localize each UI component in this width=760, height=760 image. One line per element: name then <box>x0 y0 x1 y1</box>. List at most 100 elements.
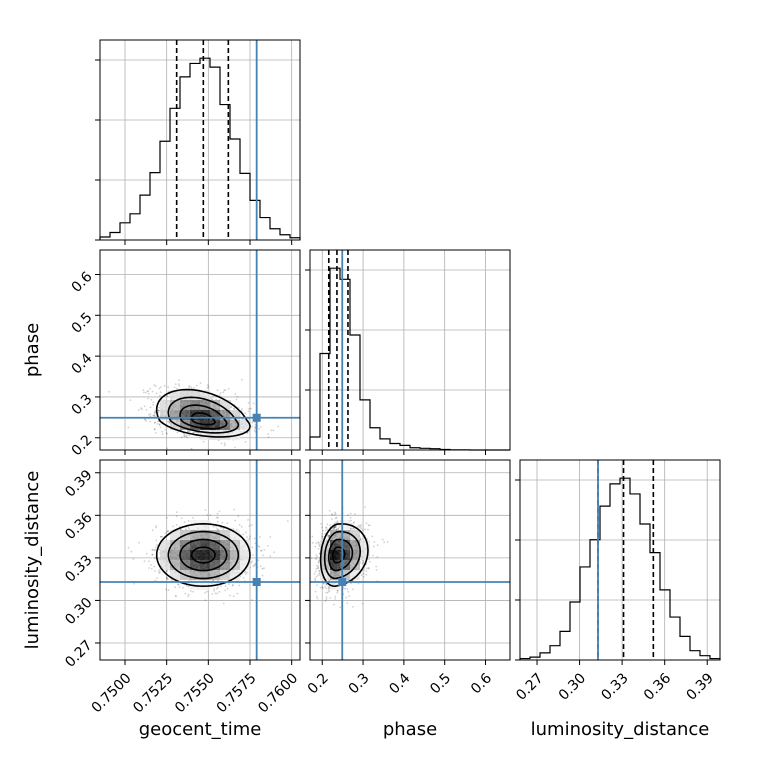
sample-point <box>234 446 237 449</box>
sample-point <box>330 513 333 515</box>
sample-point <box>351 606 354 608</box>
sample-point <box>207 386 210 388</box>
sample-point <box>216 528 219 530</box>
sample-point <box>324 600 327 602</box>
sample-point <box>212 395 215 398</box>
y-tick-label: 0.6 <box>69 269 96 296</box>
density-cell <box>220 540 230 550</box>
axes-layer <box>95 39 721 665</box>
density-cell <box>320 570 330 580</box>
sample-point <box>165 433 168 435</box>
sample-point <box>229 400 232 402</box>
sample-point <box>167 420 169 423</box>
sample-point <box>315 542 318 545</box>
sample-point <box>233 508 236 511</box>
sample-point <box>140 407 142 409</box>
panel-frame-2-0 <box>99 459 301 661</box>
sample-point <box>333 603 335 606</box>
sample-point <box>173 386 176 389</box>
sample-point <box>222 527 225 530</box>
sample-point <box>350 582 352 585</box>
sample-point <box>362 559 365 562</box>
sample-point <box>153 414 156 417</box>
sample-point <box>375 569 378 571</box>
sample-point <box>248 408 251 410</box>
density-cell <box>170 390 180 400</box>
sample-point <box>328 534 331 537</box>
sample-point <box>252 565 255 567</box>
sample-point <box>277 425 279 428</box>
sample-point <box>238 584 241 587</box>
sample-point <box>224 389 227 391</box>
x-tick-label: 0.7550 <box>172 670 218 716</box>
sample-point <box>176 431 179 434</box>
sample-point <box>360 524 363 526</box>
sample-point <box>347 514 349 517</box>
sample-point <box>220 442 223 445</box>
contour-line <box>155 388 251 438</box>
sample-point <box>333 526 336 529</box>
sample-point <box>363 567 366 569</box>
sample-point <box>314 557 317 560</box>
sample-point <box>187 595 189 598</box>
sample-point <box>250 407 252 410</box>
density-cell <box>220 550 230 560</box>
sample-point <box>127 546 130 549</box>
density-cell <box>170 400 180 410</box>
sample-point <box>151 548 154 551</box>
sample-point <box>261 567 264 570</box>
density-cell <box>330 560 340 570</box>
sample-point <box>334 526 336 529</box>
sample-point <box>151 553 154 556</box>
density-cell <box>170 560 180 570</box>
sample-point <box>258 428 260 430</box>
histogram-layer <box>99 40 721 660</box>
sample-point <box>153 557 156 560</box>
sample-point <box>362 576 365 578</box>
truth-marker <box>338 577 347 586</box>
sample-point <box>251 421 254 424</box>
sample-point <box>185 584 188 587</box>
sample-point <box>172 525 175 528</box>
density-cell <box>230 530 240 540</box>
sample-point <box>157 409 160 412</box>
sample-point <box>229 594 231 597</box>
sample-point <box>359 538 362 541</box>
x-tick-label: 0.7575 <box>214 670 260 716</box>
sample-point <box>219 392 222 394</box>
sample-point <box>347 590 350 593</box>
grid-layer <box>100 40 720 660</box>
sample-point <box>314 590 317 593</box>
sample-point <box>320 535 323 537</box>
sample-point <box>364 506 367 508</box>
x-tick-label: 0.30 <box>556 670 589 703</box>
sample-point <box>142 389 145 391</box>
truth-geocent_time-luminosity_distance <box>100 460 300 660</box>
sample-point <box>243 430 245 433</box>
sample-point <box>352 527 355 530</box>
sample-point <box>206 514 209 516</box>
sample-point <box>325 529 327 532</box>
sample-point <box>372 554 374 557</box>
sample-point <box>158 387 161 390</box>
sample-point <box>328 534 331 537</box>
sample-point <box>317 565 320 567</box>
sample-point <box>367 566 370 569</box>
sample-point <box>348 595 350 597</box>
sample-point <box>311 541 314 544</box>
sample-point <box>143 405 146 408</box>
sample-point <box>250 524 253 526</box>
sample-point <box>248 525 251 527</box>
density-cell <box>220 410 230 420</box>
sample-point <box>327 589 330 592</box>
contour-line <box>332 546 346 564</box>
sample-point <box>165 432 168 434</box>
density-cell <box>200 580 210 590</box>
sample-point <box>219 394 221 396</box>
sample-point <box>242 577 245 579</box>
sample-point <box>253 430 256 432</box>
x-axis-label-luminosity_distance: luminosity_distance <box>531 719 710 740</box>
sample-point <box>148 567 151 569</box>
sample-point <box>244 570 247 573</box>
density-cell <box>340 540 350 550</box>
